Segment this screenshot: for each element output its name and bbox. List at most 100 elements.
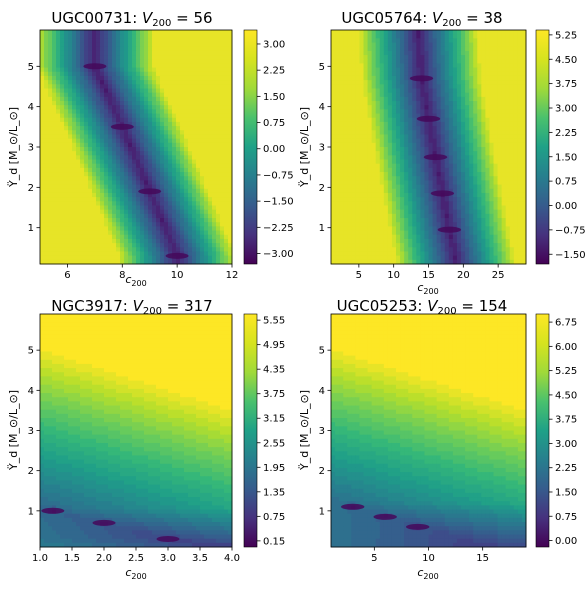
contour-cell — [108, 101, 113, 106]
contour-cell — [216, 192, 221, 198]
contour-cell — [473, 197, 478, 202]
contour-cell — [379, 134, 385, 140]
contour-cell — [351, 138, 356, 144]
contour-cell — [224, 197, 229, 202]
contour-cell — [204, 218, 209, 223]
contour-cell — [124, 243, 129, 248]
contour-cell — [148, 88, 153, 94]
contour-cell — [220, 192, 225, 198]
contour-cell — [440, 34, 446, 39]
contour-cell — [404, 184, 409, 190]
contour-cell — [84, 155, 89, 161]
contour-cell — [196, 205, 201, 211]
contour-cell — [335, 226, 340, 232]
contour-cell — [469, 134, 474, 140]
contour-cell — [156, 50, 161, 56]
contour-cell — [152, 109, 157, 115]
contour-cell — [112, 105, 117, 110]
contour-cell — [444, 176, 450, 181]
contour-cell — [208, 126, 213, 131]
contour-cell — [343, 167, 348, 173]
contour-cell — [172, 176, 177, 181]
contour-cell — [359, 192, 364, 198]
contour-cell — [501, 176, 507, 181]
contour-cell — [200, 101, 205, 106]
contour-cell — [489, 142, 494, 148]
contour-cell — [104, 238, 109, 244]
contour-cell — [228, 101, 233, 106]
contour-cell — [128, 30, 133, 35]
contour-cell — [363, 126, 369, 131]
contour-cell — [493, 96, 499, 102]
contour-cell — [416, 159, 421, 165]
contour-cell — [204, 226, 209, 232]
contour-cell — [440, 84, 446, 89]
contour-cell — [124, 172, 129, 177]
contour-cell — [164, 113, 169, 119]
contour-cell — [84, 46, 89, 52]
contour-cell — [420, 42, 425, 48]
x-axis-label: c200 — [125, 273, 146, 288]
contour-cell — [387, 159, 393, 165]
contour-cell — [204, 163, 209, 169]
contour-cell — [331, 50, 336, 56]
contour-cell — [52, 209, 57, 215]
contour-cell — [156, 55, 161, 60]
contour-cell — [440, 30, 446, 35]
contour-cell — [473, 201, 478, 206]
contour-cell — [396, 84, 401, 89]
contour-cell — [416, 222, 421, 227]
contour-cell — [400, 134, 405, 140]
contour-cell — [505, 75, 511, 81]
contour-cell — [404, 113, 409, 119]
contour-cell — [404, 105, 409, 110]
contour-cell — [521, 75, 527, 81]
contour-cell — [48, 71, 53, 77]
contour-cell — [52, 38, 57, 44]
contour-cell — [396, 138, 401, 144]
contour-cell — [76, 259, 81, 265]
contour-cell — [408, 109, 413, 115]
contour-cell — [228, 80, 233, 85]
contour-cell — [420, 209, 425, 215]
contour-cell — [188, 234, 193, 240]
contour-cell — [461, 84, 466, 89]
contour-cell — [505, 197, 511, 202]
contour-cell — [140, 67, 145, 73]
contour-cell — [379, 88, 385, 94]
contour-cell — [212, 184, 217, 190]
contour-cell — [196, 109, 201, 115]
contour-cell — [469, 159, 474, 165]
contour-cell — [88, 113, 93, 119]
contour-cell — [428, 176, 434, 181]
contour-cell — [505, 180, 511, 186]
contour-cell — [120, 117, 125, 123]
contour-cell — [220, 71, 225, 77]
contour-cell — [140, 147, 145, 152]
contour-cell — [68, 55, 73, 60]
contour-cell — [156, 67, 161, 73]
contour-cell — [448, 38, 454, 44]
contour-cell — [152, 209, 157, 215]
contour-cell — [339, 130, 344, 135]
contour-cell — [156, 238, 161, 244]
contour-cell — [489, 71, 494, 77]
contour-cell — [212, 134, 217, 140]
contour-cell — [160, 230, 165, 236]
contour-cell — [220, 147, 225, 152]
contour-cell — [469, 59, 474, 64]
contour-cell — [513, 209, 519, 215]
contour-cell — [116, 59, 121, 64]
contour-cell — [509, 184, 515, 190]
contour-cell — [339, 167, 344, 173]
contour-cell — [351, 163, 356, 169]
contour-cell — [116, 213, 121, 219]
contour-cell — [339, 159, 344, 165]
contour-cell — [200, 184, 205, 190]
contour-cell — [343, 59, 348, 64]
contour-cell — [469, 176, 474, 181]
contour-cell — [196, 184, 201, 190]
contour-cell — [152, 130, 157, 135]
contour-cell — [432, 96, 438, 102]
